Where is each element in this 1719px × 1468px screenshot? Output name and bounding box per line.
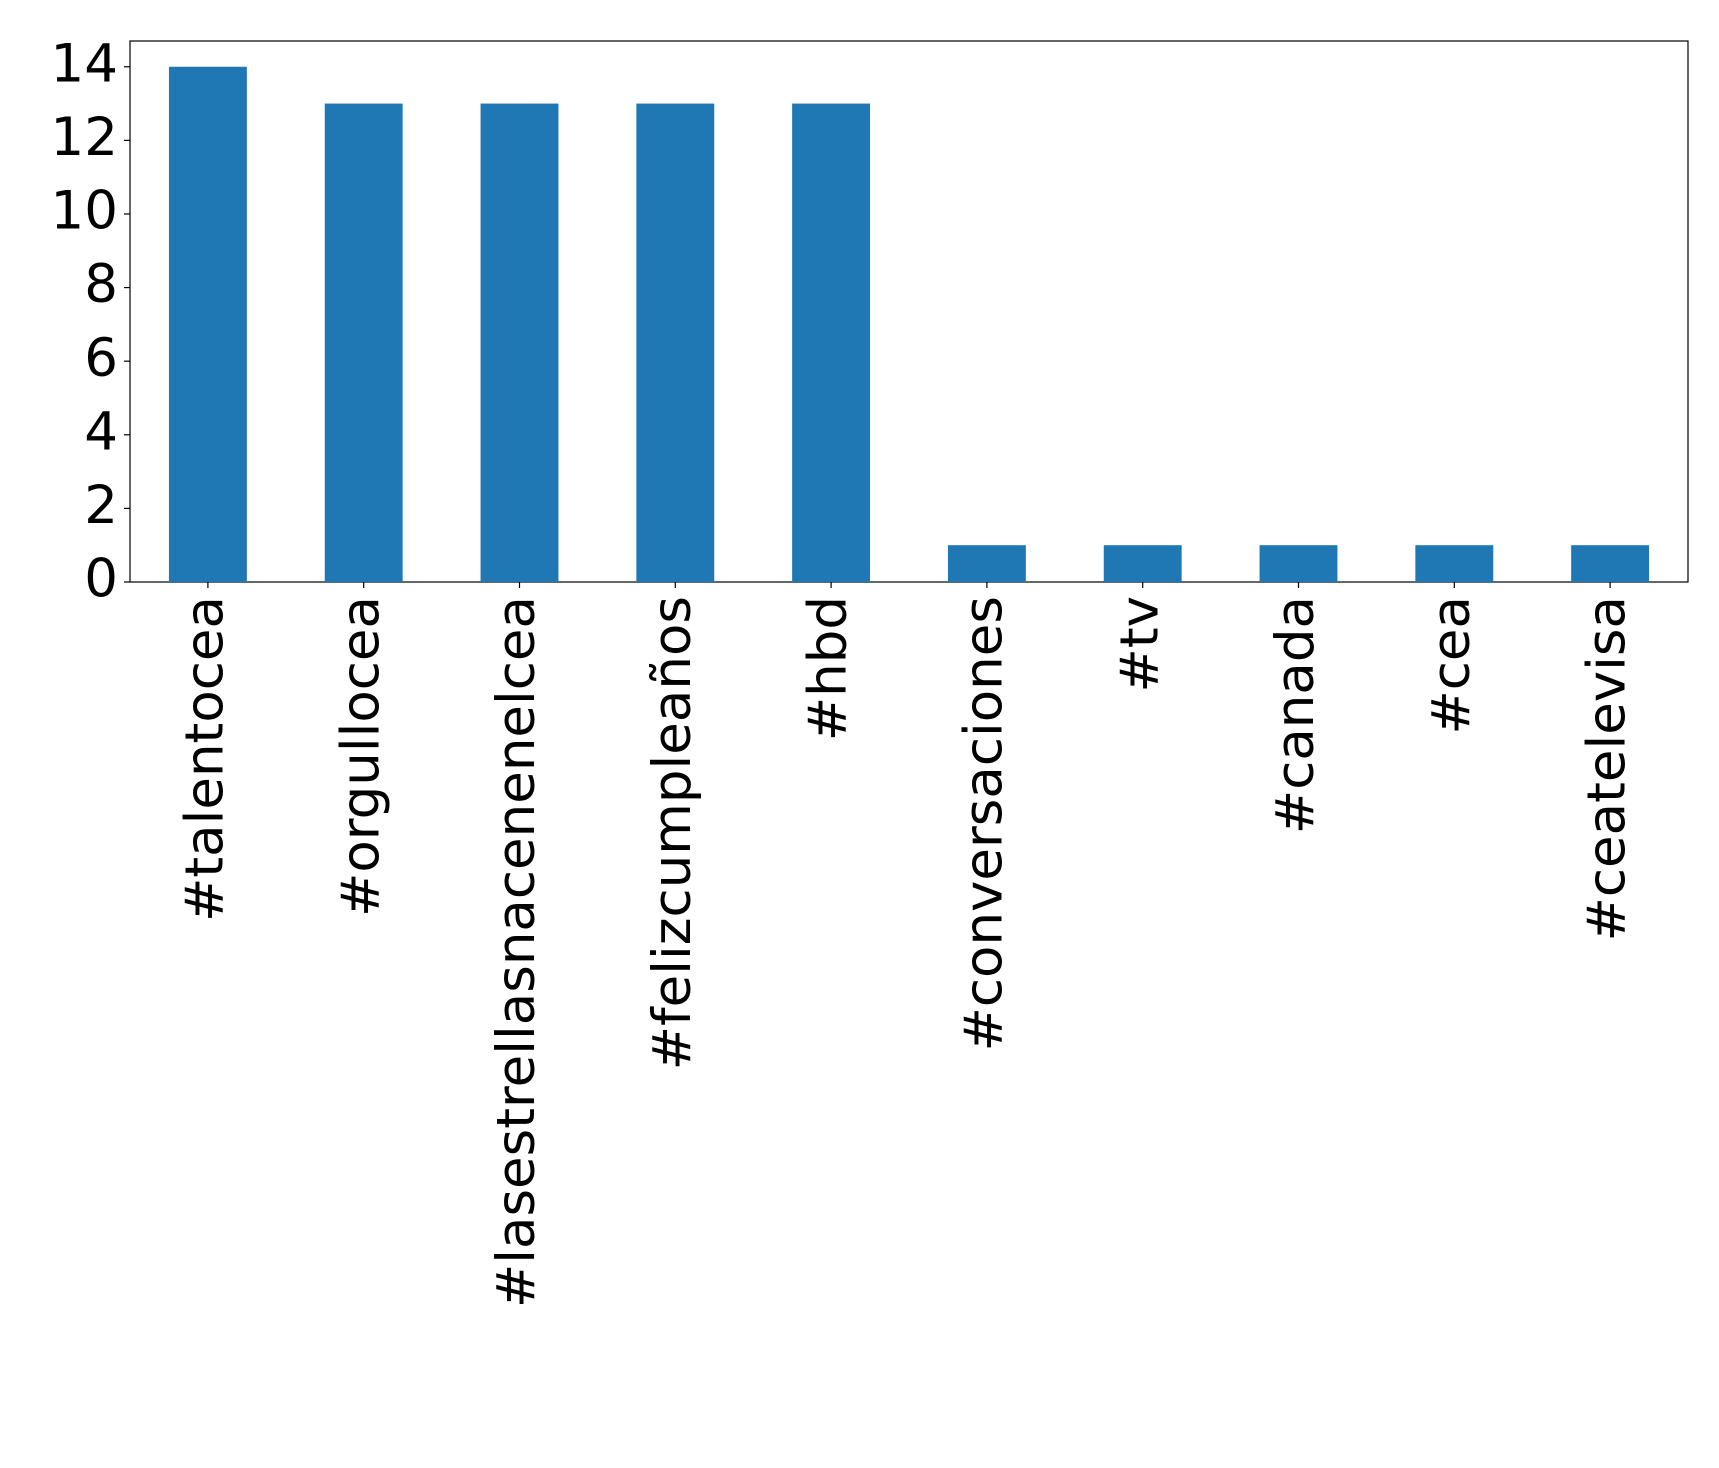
y-tick-label: 12 <box>51 107 118 168</box>
y-tick-label: 0 <box>84 549 118 610</box>
y-tick-label: 6 <box>84 328 118 389</box>
y-tick-label: 4 <box>84 401 118 462</box>
bar <box>1259 545 1338 582</box>
x-tick-label: #orgullocea <box>330 596 391 917</box>
x-tick-label: #conversaciones <box>954 596 1015 1052</box>
bar <box>1571 545 1650 582</box>
plot-frame <box>129 40 1689 583</box>
bar <box>324 103 403 582</box>
y-tick-label: 14 <box>51 33 118 94</box>
x-tick-label: #cea <box>1421 596 1482 735</box>
bar <box>168 66 247 582</box>
bar <box>480 103 559 582</box>
y-tick-label: 8 <box>84 254 118 315</box>
x-tick-label: #ceatelevisa <box>1577 596 1638 942</box>
x-tick-label: #tv <box>1109 596 1170 693</box>
x-tick-label: #hbd <box>798 596 859 741</box>
bar <box>947 545 1026 582</box>
x-tick-label: #felizcumpleaños <box>642 596 703 1070</box>
y-tick-label: 10 <box>51 181 118 242</box>
bar <box>636 103 715 582</box>
bar <box>1415 545 1494 582</box>
x-tick-label: #talentocea <box>175 596 236 922</box>
y-tick-label: 2 <box>84 475 118 536</box>
x-tick-label: #lasestrellasnacenenelcea <box>486 596 547 1308</box>
x-tick-label: #canada <box>1265 596 1326 834</box>
bar <box>1103 545 1182 582</box>
bar <box>792 103 871 582</box>
